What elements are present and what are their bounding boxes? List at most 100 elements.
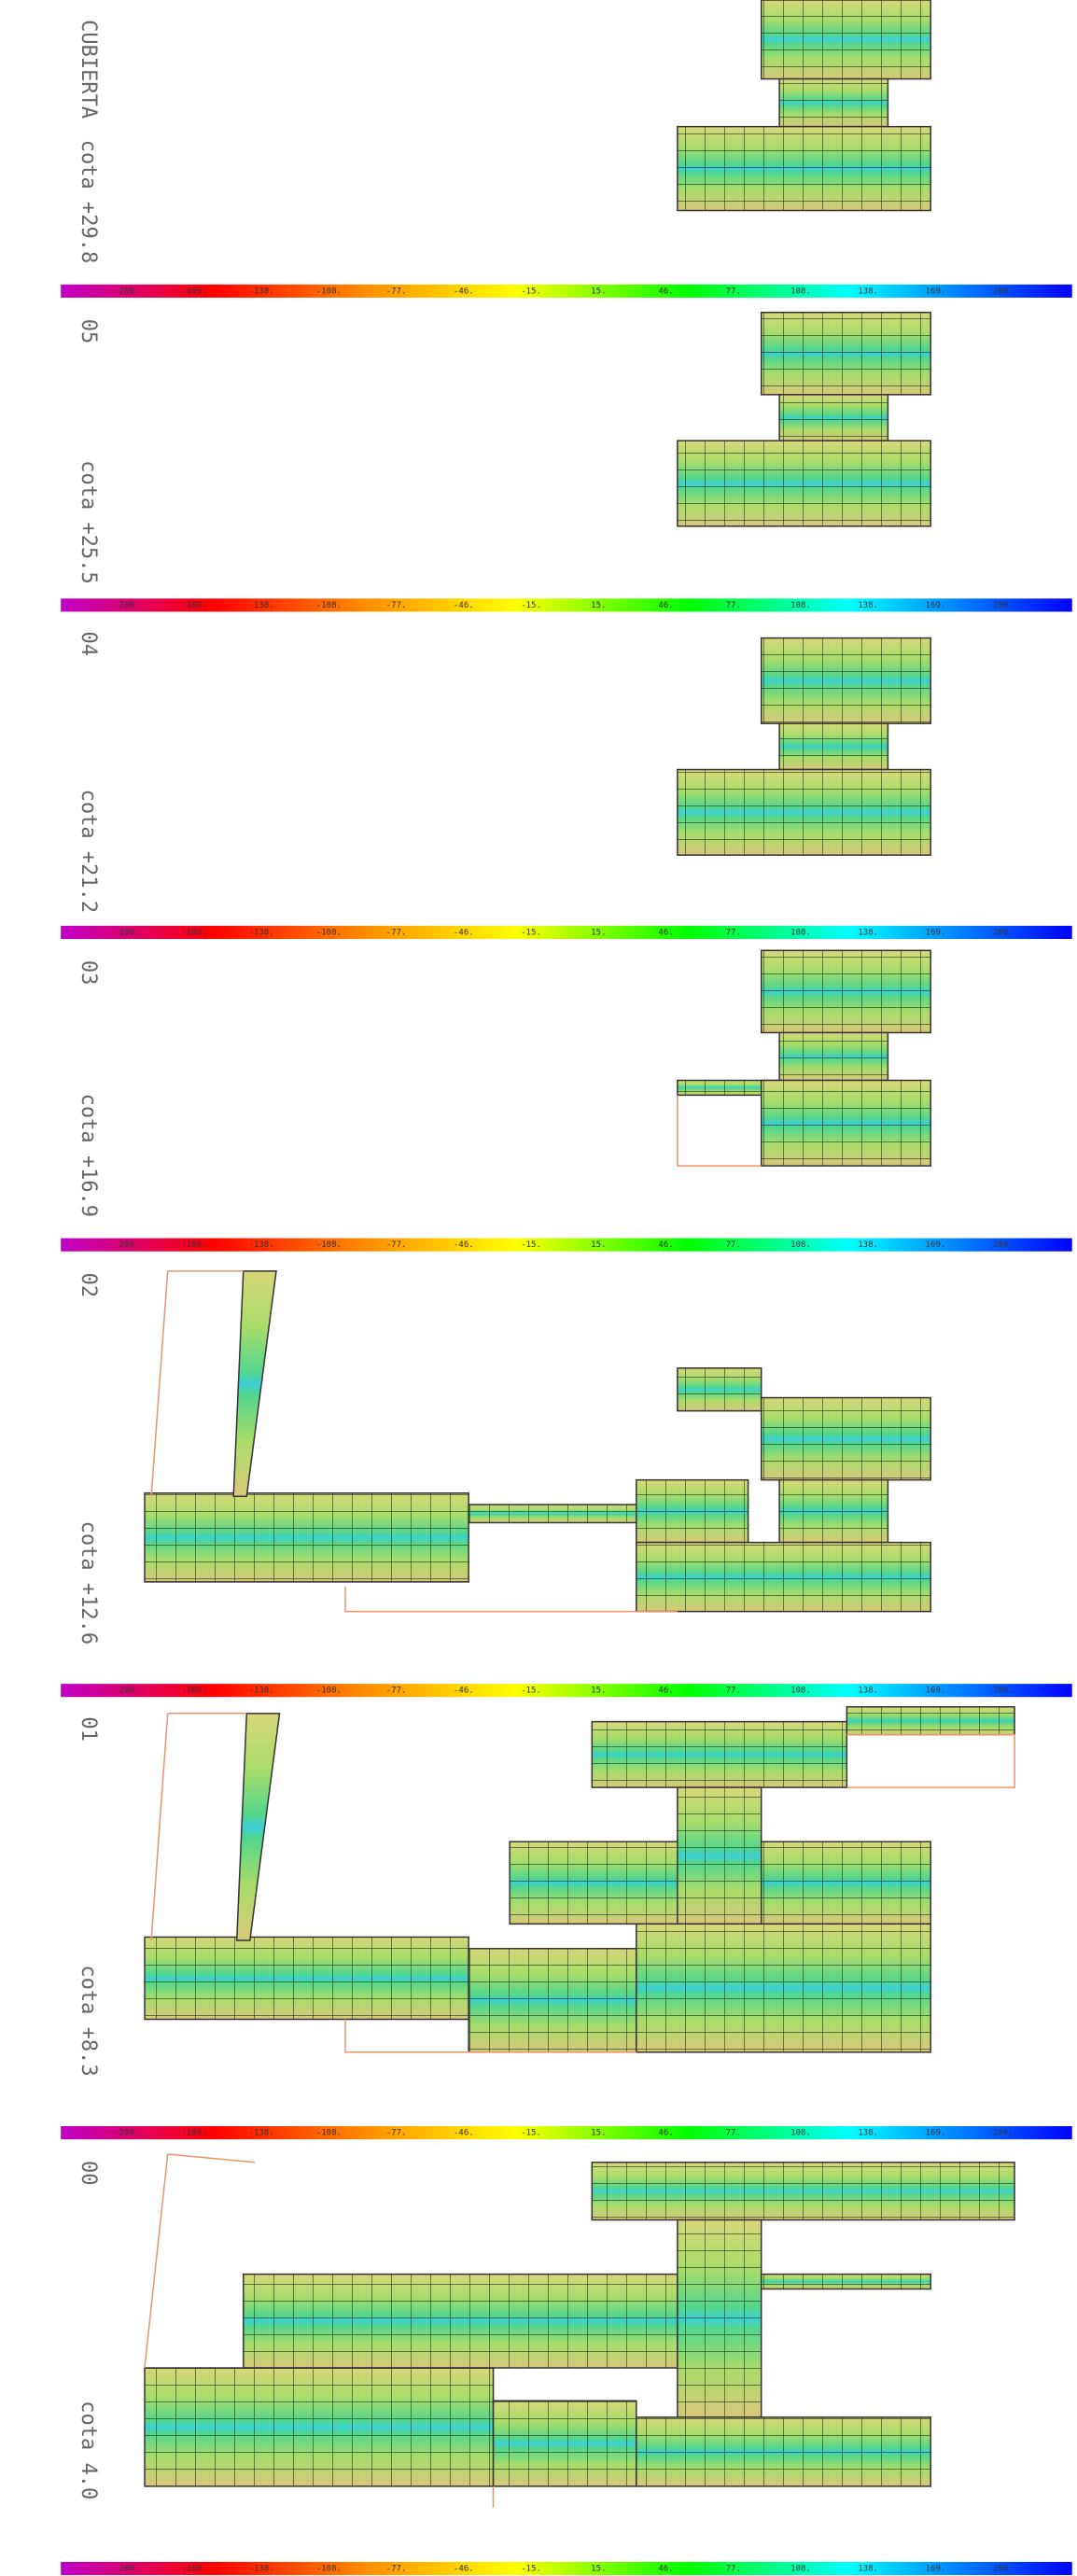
colorbar-label: -169. xyxy=(181,1240,206,1250)
colorbar-label: -169. xyxy=(181,2129,206,2138)
mesh xyxy=(244,2275,678,2368)
mesh xyxy=(779,395,888,441)
colorbar-label: 200. xyxy=(993,1687,1014,1696)
colorbar-label: -15. xyxy=(521,601,541,610)
colorbar-label: -200. xyxy=(114,1240,139,1250)
outline xyxy=(846,1735,1014,1787)
colorbar-label: 200. xyxy=(993,601,1014,610)
colorbar-label: -169. xyxy=(181,2564,206,2573)
elevation-label: cota +12.6 xyxy=(77,1521,100,1645)
colorbar-label: -77. xyxy=(386,287,407,296)
colorbar-label: 77. xyxy=(726,2129,741,2138)
colorbar-label: 15. xyxy=(591,2129,606,2138)
colorbar-label: -77. xyxy=(386,1240,407,1250)
mesh xyxy=(846,1707,1014,1735)
mesh xyxy=(145,1937,469,2019)
colorbar-label: -108. xyxy=(316,2129,342,2138)
colorbar-label: -169. xyxy=(181,1687,206,1696)
colorbar-label: -108. xyxy=(316,601,342,610)
mesh xyxy=(678,1368,762,1411)
colorbar-label: -15. xyxy=(521,287,541,296)
mesh xyxy=(678,441,930,526)
colorbar-label: 200. xyxy=(993,1240,1014,1250)
colorbar xyxy=(61,2562,1072,2575)
level-label: 00 xyxy=(77,2161,100,2186)
tower xyxy=(233,1271,276,1496)
colorbar-label: -200. xyxy=(114,287,139,296)
mesh xyxy=(636,1924,930,2051)
mesh xyxy=(636,1480,748,1543)
colorbar-label: 138. xyxy=(858,2129,878,2138)
colorbar-label: 138. xyxy=(858,287,878,296)
mesh xyxy=(779,1480,888,1543)
colorbar-label: 15. xyxy=(591,928,606,937)
mesh xyxy=(678,1787,762,1924)
colorbar-label: -108. xyxy=(316,2564,342,2573)
colorbar-label: 169. xyxy=(926,287,946,296)
mesh xyxy=(636,2417,930,2486)
elevation-label: cota +16.9 xyxy=(77,1094,100,1217)
colorbar-label: 138. xyxy=(858,1687,878,1696)
colorbar-label: 108. xyxy=(790,1240,811,1250)
colorbar-label: -169. xyxy=(181,287,206,296)
mesh xyxy=(762,1398,930,1480)
colorbar-label: 108. xyxy=(790,287,811,296)
level-label: 03 xyxy=(77,960,100,986)
mesh xyxy=(762,638,930,724)
mesh xyxy=(762,0,930,79)
colorbar-label: 77. xyxy=(726,1687,741,1696)
colorbar-label: 138. xyxy=(858,928,878,937)
colorbar-label: -108. xyxy=(316,1687,342,1696)
colorbar-label: 108. xyxy=(790,2129,811,2138)
colorbar-label: 138. xyxy=(858,1240,878,1250)
mesh xyxy=(636,1543,930,1612)
colorbar-label: 77. xyxy=(726,601,741,610)
mesh xyxy=(762,1081,930,1167)
colorbar-label: -108. xyxy=(316,287,342,296)
colorbar-label: -77. xyxy=(386,601,407,610)
colorbar-label: -46. xyxy=(454,287,474,296)
mesh xyxy=(779,79,888,127)
colorbar-label: -77. xyxy=(386,2129,407,2138)
mesh xyxy=(762,2275,930,2289)
outline xyxy=(151,1271,244,1496)
colorbar-label: 108. xyxy=(790,1687,811,1696)
mesh xyxy=(592,1722,846,1787)
elevation-label: cota +8.3 xyxy=(77,1965,100,2076)
mesh xyxy=(145,2368,494,2486)
colorbar-label: -15. xyxy=(521,1240,541,1250)
colorbar-label: -138. xyxy=(249,601,274,610)
colorbar-label: 138. xyxy=(858,601,878,610)
colorbar-label: -46. xyxy=(454,2564,474,2573)
colorbar-label: 169. xyxy=(926,2564,946,2573)
colorbar xyxy=(61,598,1072,611)
elevation-label: cota +21.2 xyxy=(77,790,100,913)
level-label: 05 xyxy=(77,319,100,344)
colorbar-label: -200. xyxy=(114,1687,139,1696)
mesh xyxy=(145,1493,469,1582)
colorbar-label: 46. xyxy=(658,928,673,937)
colorbar-label: -138. xyxy=(249,287,274,296)
colorbar-label: 108. xyxy=(790,601,811,610)
colorbar-label: -77. xyxy=(386,1687,407,1696)
colorbar xyxy=(61,1684,1072,1697)
colorbar-label: 15. xyxy=(591,1240,606,1250)
elevation-label: cota +29.8 xyxy=(77,140,100,263)
mesh xyxy=(678,2219,762,2416)
colorbar-label: -108. xyxy=(316,928,342,937)
colorbar-label: -200. xyxy=(114,2129,139,2138)
colorbar-label: -15. xyxy=(521,2129,541,2138)
colorbar-label: 169. xyxy=(926,1687,946,1696)
colorbar-label: 108. xyxy=(790,2564,811,2573)
mesh xyxy=(678,770,930,856)
mesh xyxy=(762,950,930,1032)
colorbar xyxy=(61,926,1072,939)
outline xyxy=(151,1714,246,1940)
colorbar-label: 46. xyxy=(658,601,673,610)
colorbar-label: 15. xyxy=(591,287,606,296)
level-label: 01 xyxy=(77,1716,100,1742)
outline xyxy=(345,1587,678,1611)
colorbar-label: -15. xyxy=(521,1687,541,1696)
colorbar-label: 138. xyxy=(858,2564,878,2573)
colorbar-label: -46. xyxy=(454,928,474,937)
